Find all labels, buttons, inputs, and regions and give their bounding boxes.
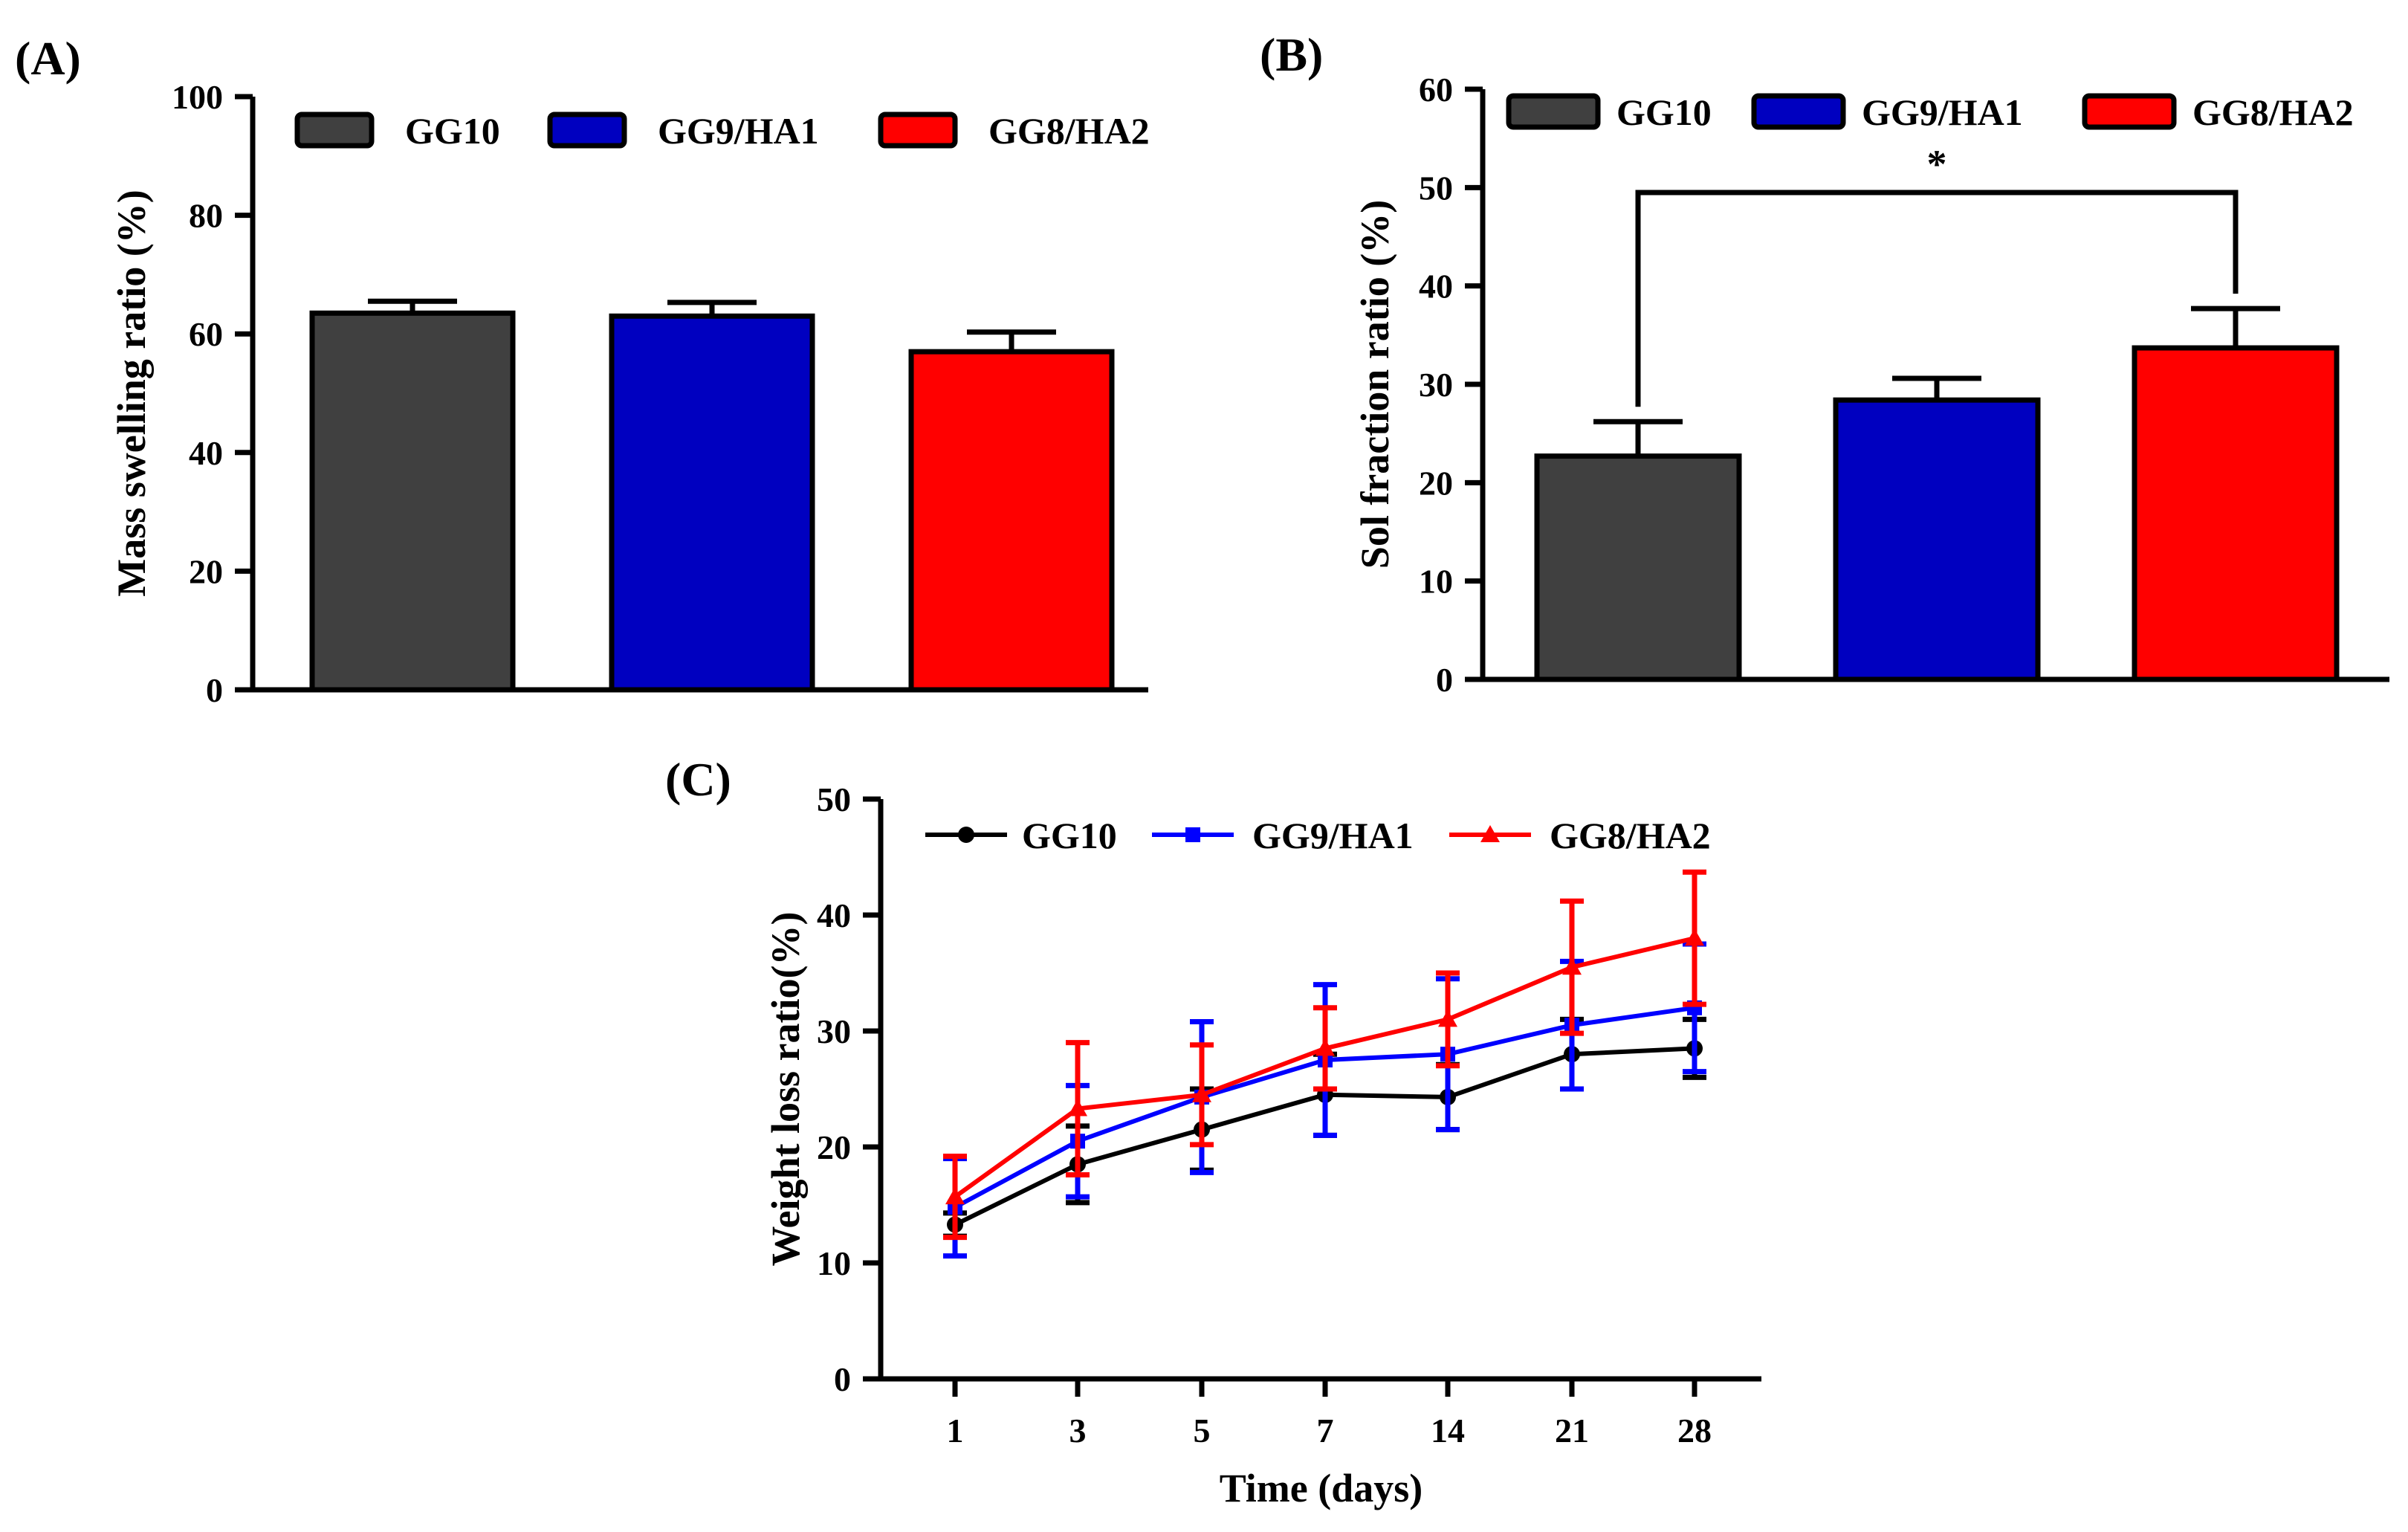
panel-b-legend-swatch: [1506, 93, 1601, 130]
panel-c-ytick-label: 10: [817, 1244, 851, 1282]
panel-c-xlabel: Time (days): [1220, 1466, 1423, 1510]
panel-c-legend-marker: [958, 827, 974, 843]
panel-c-ytick-label: 20: [817, 1128, 851, 1166]
panel-c-legend-marker: [1185, 827, 1200, 842]
panel-a-legend-swatch: [878, 111, 958, 149]
panel-b-ytick-label: 30: [1419, 366, 1453, 404]
panel-c-xtick-label: 21: [1555, 1412, 1589, 1449]
panel-c-legend-label: GG8/HA2: [1550, 815, 1711, 856]
panel-c-xtick-label: 1: [947, 1412, 964, 1449]
panel-c-xtick-label: 5: [1194, 1412, 1211, 1449]
panel-c-legend-marker: [1480, 825, 1500, 842]
panel-c-ytick-label: 50: [817, 780, 851, 818]
panel-c-xtick-label: 14: [1431, 1412, 1465, 1449]
panel-b-legend-label: GG9/HA1: [1862, 91, 2023, 133]
panel-a-ytick-label: 80: [189, 197, 223, 235]
panel-b-ytick-label: 10: [1419, 563, 1453, 601]
panel-a-ytick-label: 20: [189, 552, 223, 590]
panel-a-ytick-label: 100: [172, 78, 223, 116]
panel-c-point-gg8-ha2: [1315, 1038, 1335, 1056]
panel-b-ytick-label: 40: [1419, 268, 1453, 306]
panel-c-point-gg8-ha2: [1685, 928, 1704, 946]
panel-a-ytick-label: 0: [206, 671, 223, 709]
panel-b-ytick-label: 50: [1419, 169, 1453, 207]
panel-b-ytick-label: 60: [1419, 71, 1453, 109]
panel-a-legend-label: GG8/HA2: [988, 110, 1150, 152]
panel-a-bar-gg8-ha2: [908, 349, 1115, 693]
panel-a-label: (A): [15, 32, 81, 85]
panel-b-ytick-label: 0: [1436, 661, 1453, 699]
panel-a-bar-gg9-ha1: [609, 313, 815, 693]
panel-a-bar-gg10: [309, 310, 516, 693]
panel-c-ytick-label: 40: [817, 896, 851, 934]
panel-b-significance-star: *: [1927, 142, 1947, 187]
panel-b-significance-bracket: [1635, 190, 2239, 407]
panel-a-ytick-label: 60: [189, 315, 223, 353]
panel-c-legend-label: GG9/HA1: [1252, 815, 1414, 856]
panel-a-legend-swatch: [294, 111, 375, 149]
panel-b-ylabel: Sol fraction ratio (%): [1353, 200, 1397, 569]
panel-c-point-gg8-ha2: [1068, 1099, 1087, 1116]
panel-c-legend-label: GG10: [1022, 815, 1117, 856]
panel-a-ylabel: Mass swelling ratio (%): [109, 190, 154, 596]
panel-a-legend-label: GG10: [405, 110, 500, 152]
panel-a-legend-swatch: [547, 111, 627, 149]
panel-c-point-gg8-ha2: [1192, 1085, 1211, 1102]
panel-c-point-gg8-ha2: [945, 1187, 965, 1205]
panel-a-legend-label: GG9/HA1: [658, 110, 819, 152]
panel-b-bar-gg8-ha2: [2132, 345, 2340, 682]
panel-c-ytick-label: 30: [817, 1012, 851, 1050]
panel-c-point-gg8-ha2: [1438, 1009, 1457, 1027]
panel-b-bar-gg9-ha1: [1833, 397, 2041, 682]
panel-c-label: (C): [665, 753, 731, 806]
panel-c-ylabel: Weight loss ratio(%): [763, 912, 808, 1267]
panel-b-legend-swatch: [2082, 93, 2177, 130]
panel-c-ytick-label: 0: [834, 1360, 851, 1398]
panel-b-legend-label: GG8/HA2: [2192, 91, 2354, 133]
panel-b-legend-swatch: [1751, 93, 1846, 130]
panel-a-ytick-label: 40: [189, 434, 223, 472]
panel-c-xtick-label: 28: [1677, 1412, 1712, 1449]
panel-c-point-gg8-ha2: [1562, 957, 1582, 975]
panel-c-xtick-label: 7: [1317, 1412, 1334, 1449]
panel-b-ytick-label: 20: [1419, 464, 1453, 502]
panel-b-legend-label: GG10: [1616, 91, 1712, 133]
panel-b-label: (B): [1260, 28, 1323, 81]
panel-b-bar-gg10: [1534, 453, 1742, 682]
panel-c-xtick-label: 3: [1069, 1412, 1087, 1449]
